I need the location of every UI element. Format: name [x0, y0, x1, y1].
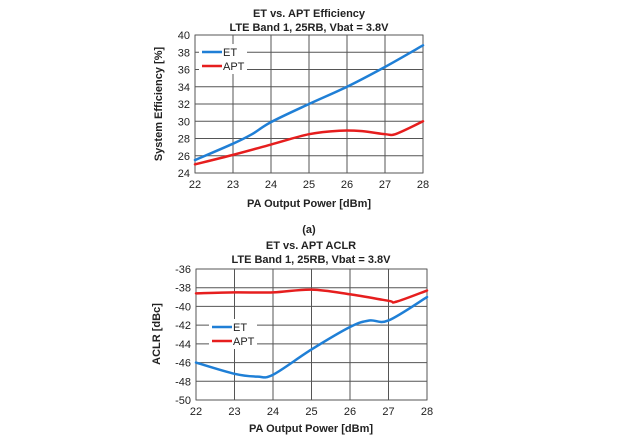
- y-tick-label: -38: [175, 283, 191, 295]
- y-axis-label: System Efficiency [%]: [153, 47, 165, 162]
- x-tick-label: 27: [382, 406, 394, 418]
- x-tick-label: 27: [379, 179, 391, 191]
- x-tick-label: 26: [341, 179, 353, 191]
- x-tick-label: 23: [227, 179, 239, 191]
- y-tick-label: 30: [178, 116, 190, 128]
- legend: ET APT: [209, 319, 257, 349]
- y-tick-label: -40: [175, 301, 191, 313]
- x-tick-label: 25: [303, 179, 315, 191]
- y-tick-label: -50: [175, 395, 191, 407]
- y-tick-label: -46: [175, 358, 191, 370]
- x-tick-label: 23: [228, 406, 240, 418]
- efficiency-chart: ET vs. APT Efficiency LTE Band 1, 25RB, …: [153, 8, 429, 210]
- x-axis-label: PA Output Power [dBm]: [247, 198, 371, 210]
- y-tick-label: 28: [178, 134, 190, 146]
- legend: ET APT: [199, 44, 247, 74]
- legend-background: [199, 44, 247, 74]
- y-tick-label: 38: [178, 47, 190, 59]
- x-tick-label: 24: [267, 406, 279, 418]
- chart-title: ET vs. APT Efficiency: [253, 8, 366, 20]
- legend-label: APT: [223, 61, 245, 73]
- y-tick-label: -48: [175, 376, 191, 388]
- x-tick-label: 22: [190, 406, 202, 418]
- legend-label: ET: [233, 322, 247, 334]
- aclr-chart: ET vs. APT ACLR LTE Band 1, 25RB, Vbat =…: [151, 240, 433, 435]
- x-tick-label: 25: [305, 406, 317, 418]
- series-line-apt: [193, 120, 425, 166]
- y-tick-label: 26: [178, 151, 190, 163]
- y-tick-label: -36: [175, 264, 191, 276]
- figure-caption: (a): [302, 224, 316, 236]
- y-tick-label: -42: [175, 320, 191, 332]
- x-tick-label: 26: [344, 406, 356, 418]
- y-tick-label: 40: [178, 30, 190, 42]
- series-line-et: [194, 295, 429, 379]
- x-tick-label: 22: [189, 179, 201, 191]
- series-line-et: [193, 44, 425, 162]
- x-tick-label: 24: [265, 179, 277, 191]
- x-axis-label: PA Output Power [dBm]: [249, 423, 373, 435]
- legend-label: APT: [233, 336, 255, 348]
- legend-background: [209, 319, 257, 349]
- y-tick-label: 32: [178, 99, 190, 111]
- x-tick-label: 28: [417, 179, 429, 191]
- x-tick-label: 28: [421, 406, 433, 418]
- y-tick-label: 24: [178, 168, 190, 180]
- series-line-apt: [194, 288, 429, 304]
- chart-title: ET vs. APT ACLR: [266, 240, 356, 252]
- legend-label: ET: [223, 47, 237, 59]
- chart-subtitle: LTE Band 1, 25RB, Vbat = 3.8V: [229, 22, 389, 34]
- y-tick-label: -44: [175, 339, 191, 351]
- chart-subtitle: LTE Band 1, 25RB, Vbat = 3.8V: [231, 254, 391, 266]
- y-tick-label: 36: [178, 65, 190, 77]
- y-axis-label: ACLR [dBc]: [151, 303, 163, 365]
- y-tick-label: 34: [178, 82, 190, 94]
